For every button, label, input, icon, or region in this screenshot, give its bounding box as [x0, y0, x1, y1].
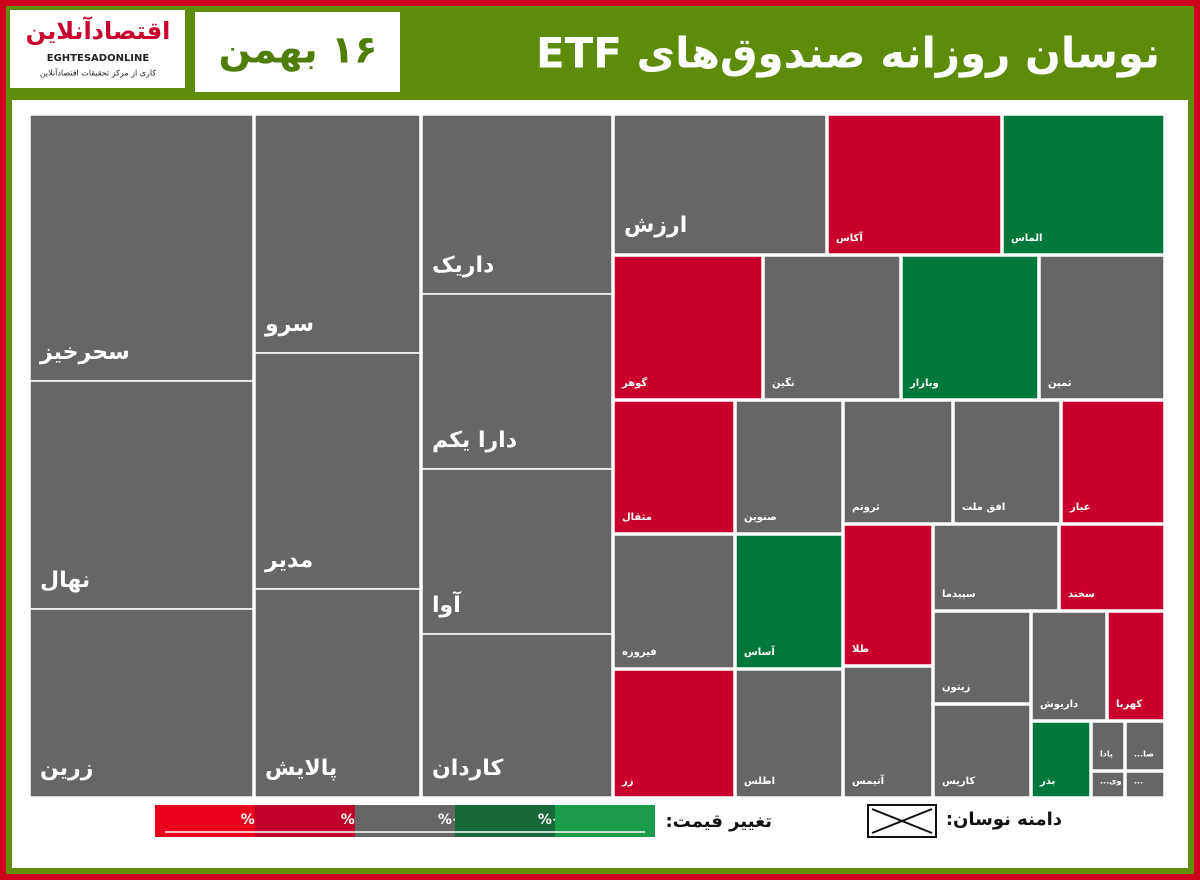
tile-label: آتیمس: [852, 774, 885, 787]
logo-latin: EGHTESADONLINE: [47, 53, 150, 64]
tile: [613, 255, 763, 400]
tile: [735, 534, 843, 669]
tile: [1125, 721, 1165, 771]
tile-label: اطلس: [744, 776, 775, 787]
tile-label: افق ملت: [962, 502, 1005, 513]
tile-label: نگین: [772, 376, 795, 389]
tile: [613, 114, 827, 255]
title: نوسان روزانه صندوق‌های ETF: [536, 29, 1160, 79]
tile-label: پالایش: [265, 756, 337, 781]
tile-label: آوا: [432, 590, 461, 618]
tile: [763, 255, 901, 400]
tile: [933, 524, 1059, 611]
tile-label: داریک: [432, 253, 494, 278]
tile-label: سحرخیز: [39, 340, 130, 365]
tile: [843, 524, 933, 666]
tile-label: نهال: [40, 568, 90, 593]
tile: [1107, 611, 1165, 721]
tile: [843, 666, 933, 798]
tile: [421, 293, 613, 470]
tile: [953, 400, 1061, 524]
tile-label: زیتون: [942, 682, 971, 693]
tile-label: پادا: [1100, 750, 1113, 759]
tile: [254, 114, 421, 354]
tile: [254, 588, 421, 798]
tile-label: الماس: [1011, 233, 1042, 244]
tile: [254, 352, 421, 590]
tile-label: سخند: [1068, 589, 1095, 600]
tile: [421, 633, 613, 798]
tile: [1039, 255, 1165, 400]
tile-label: ثروتم: [852, 502, 880, 513]
tile: [613, 534, 735, 669]
tile: [1031, 721, 1091, 798]
tile-label: زرین: [40, 756, 93, 781]
tile-label: طلا: [852, 644, 869, 655]
tile: [613, 669, 735, 798]
tile-label: مثقال: [622, 512, 652, 523]
tile-label: صا...: [1134, 750, 1154, 759]
tile-label: زر: [621, 776, 634, 787]
tile-label: داریوش: [1040, 699, 1078, 710]
tile: [29, 380, 254, 610]
tile: [421, 114, 613, 295]
tile-label: ارزش: [624, 213, 687, 238]
tile: [1059, 524, 1165, 611]
tile: [1031, 611, 1107, 721]
tile: [1091, 771, 1125, 798]
tile: [613, 400, 735, 534]
tile-label: سپیدما: [942, 589, 976, 600]
tile: [933, 704, 1031, 798]
tile: [1002, 114, 1165, 255]
tile-label: عیار: [1069, 502, 1090, 513]
logo-box: [10, 10, 185, 88]
range-icon-x: [871, 808, 933, 834]
tile: [29, 114, 254, 382]
tile-label: ...: [1134, 777, 1143, 786]
tile-label: بذر: [1039, 776, 1055, 787]
tile: [735, 669, 843, 798]
tile-label: مدیر: [264, 548, 313, 573]
tile: [1091, 721, 1125, 771]
date-box: [195, 12, 400, 92]
tile-label: آکاس: [836, 231, 863, 244]
tile-label: فیروزه: [622, 647, 657, 658]
tile: [933, 611, 1031, 704]
tile: [1061, 400, 1165, 524]
tile-label: گوهر: [621, 376, 647, 389]
tile-label: آساس: [744, 645, 775, 658]
tile-label: کاردان: [432, 756, 504, 781]
tile-label: وی...: [1100, 777, 1121, 786]
tile-label: صنوین: [744, 512, 777, 523]
date: ۱۶ بهمن: [219, 28, 378, 72]
tile: [29, 608, 254, 798]
logo: اقتصادآنلاین: [26, 16, 171, 45]
tile-label: وبازار: [909, 378, 939, 389]
logo-sub: کاری از مرکز تحقیقات اقتصادآنلاین: [40, 68, 157, 78]
legend-title: تغییر قیمت:: [665, 811, 772, 832]
tile: [843, 400, 953, 524]
tile: [735, 400, 843, 534]
tile-label: دارا یکم: [432, 428, 517, 453]
tile: [901, 255, 1039, 400]
tile: [827, 114, 1002, 255]
tile-label: سرو: [264, 312, 314, 337]
tile-label: کاریس: [942, 776, 975, 787]
tile-label: ثمین: [1048, 378, 1072, 389]
tile: [1125, 771, 1165, 798]
range-title: دامنه نوسان:: [946, 809, 1062, 830]
tile-label: کهربا: [1116, 699, 1142, 710]
